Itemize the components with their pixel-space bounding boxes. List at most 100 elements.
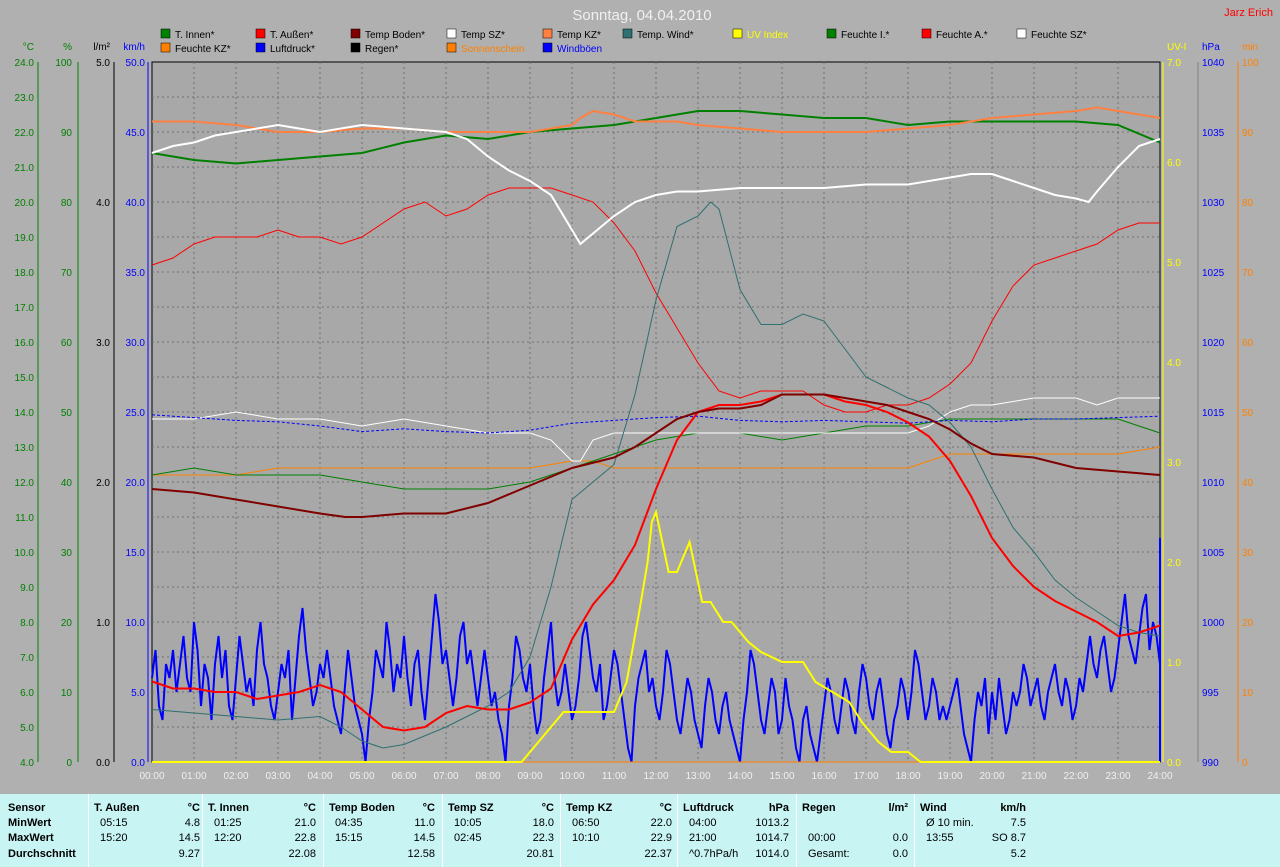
rain-tick-label: 5.0	[96, 58, 110, 69]
legend-label: Temp KZ*	[557, 30, 601, 41]
footer-separator	[914, 794, 915, 867]
footer-row-label: Sensor	[8, 802, 46, 814]
percent-tick-label: 0	[66, 758, 72, 769]
x-tick-label: 15:00	[769, 771, 794, 782]
x-tick-label: 12:00	[643, 771, 668, 782]
celsius-tick-label: 4.0	[20, 758, 34, 769]
footer-col-unit: l/m²	[888, 802, 908, 814]
percent-tick-label: 40	[61, 478, 73, 489]
wind-tick-label: 20.0	[126, 478, 146, 489]
celsius-tick-label: 16.0	[15, 338, 35, 349]
footer-col-unit: °C	[187, 802, 200, 814]
celsius-unit-label: °C	[23, 42, 34, 53]
legend-label: Temp Boden*	[365, 30, 425, 41]
x-tick-label: 16:00	[811, 771, 836, 782]
footer-row-label: MaxWert	[8, 832, 54, 844]
celsius-tick-label: 14.0	[15, 408, 35, 419]
pressure-tick-label: 1020	[1202, 338, 1225, 349]
footer-cell-time: 15:15	[335, 832, 363, 844]
uv-tick-label: 2.0	[1167, 558, 1181, 569]
x-tick-label: 11:00	[602, 771, 627, 782]
footer-separator	[677, 794, 678, 867]
footer-cell-value: 21.0	[294, 817, 316, 829]
x-tick-label: 19:00	[937, 771, 962, 782]
pressure-tick-label: 1005	[1202, 548, 1225, 559]
wind-tick-label: 50.0	[126, 58, 146, 69]
minutes-tick-label: 60	[1242, 338, 1254, 349]
x-tick-label: 24:00	[1147, 771, 1172, 782]
wind-tick-label: 40.0	[126, 198, 146, 209]
weather-chart: 24.0 23.0 22.0 21.0 20.0 19.0 18.0 17.0 16.0 15.0…	[14, 7, 1273, 782]
rain-tick-label: 1.0	[96, 618, 110, 629]
footer-cell-time: 05:15	[100, 817, 128, 829]
footer-cell-time: 12:20	[214, 832, 242, 844]
legend-label: Regen*	[365, 44, 398, 55]
wind-tick-label: 35.0	[126, 268, 146, 279]
rain-tick-label: 0.0	[96, 758, 110, 769]
series-t-au-en	[151, 393, 1161, 732]
series-feuchte-kz	[152, 446, 1161, 476]
pressure-tick-label: 1035	[1202, 128, 1225, 139]
celsius-tick-label: 8.0	[20, 618, 34, 629]
celsius-tick-label: 13.0	[15, 443, 35, 454]
percent-tick-label: 60	[61, 338, 73, 349]
rain-tick-label: 4.0	[96, 198, 110, 209]
footer-cell-value: 22.8	[294, 832, 316, 844]
footer-cell-time: 06:50	[572, 817, 600, 829]
minutes-tick-label: 40	[1242, 478, 1254, 489]
percent-tick-label: 20	[61, 618, 73, 629]
percent-tick-label: 50	[61, 408, 73, 419]
pressure-tick-label: 1010	[1202, 478, 1225, 489]
x-tick-label: 20:00	[979, 771, 1004, 782]
pressure-tick-label: 990	[1202, 758, 1219, 769]
legend-swatch	[446, 28, 457, 39]
celsius-tick-label: 19.0	[15, 233, 35, 244]
footer-col-unit: hPa	[768, 802, 789, 814]
minutes-tick-label: 20	[1242, 618, 1254, 629]
wind-tick-label: 0.0	[131, 758, 145, 769]
footer-cell-value: 22.37	[644, 848, 672, 860]
legend-label: Temp. Wind*	[637, 30, 694, 41]
pressure-tick-label: 995	[1202, 688, 1219, 699]
celsius-tick-label: 22.0	[15, 128, 35, 139]
footer-col-unit: °C	[659, 802, 672, 814]
legend-label: T. Außen*	[270, 30, 313, 41]
footer-cell-value: 0.0	[892, 832, 908, 844]
footer-cell-value: 1013.2	[755, 817, 789, 829]
legend-swatch	[826, 28, 837, 39]
x-tick-label: 09:00	[517, 771, 542, 782]
legend-swatch	[160, 28, 171, 39]
celsius-tick-label: 20.0	[15, 198, 35, 209]
footer-cell-time: 15:20	[100, 832, 128, 844]
wind-tick-label: 15.0	[126, 548, 146, 559]
footer-cell-value: 22.3	[532, 832, 554, 844]
percent-tick-label: 90	[61, 128, 73, 139]
x-tick-label: 07:00	[433, 771, 458, 782]
celsius-tick-label: 9.0	[20, 583, 34, 594]
celsius-tick-label: 21.0	[15, 163, 35, 174]
celsius-tick-label: 23.0	[15, 93, 35, 104]
footer-cell-value: 12.58	[407, 848, 435, 860]
footer-cell-value: 11.0	[414, 817, 435, 829]
series-temp-kz	[152, 106, 1161, 133]
minutes-tick-label: 30	[1242, 548, 1254, 559]
series-layer	[151, 106, 1161, 763]
series-temp-sz	[151, 123, 1161, 246]
legend-swatch	[350, 42, 361, 53]
x-tick-label: 13:00	[685, 771, 710, 782]
x-tick-label: 08:00	[475, 771, 500, 782]
footer-col-name: T. Innen	[208, 802, 249, 814]
footer-cell-time: 10:10	[572, 832, 600, 844]
footer-col-unit: km/h	[1000, 802, 1026, 814]
footer-col-unit: °C	[422, 802, 435, 814]
footer-separator	[202, 794, 203, 867]
footer-cell-time: 04:35	[335, 817, 363, 829]
pressure-tick-label: 1030	[1202, 198, 1225, 209]
legend-swatch	[1016, 28, 1027, 39]
minutes-tick-label: 70	[1242, 268, 1254, 279]
legend-label: Temp SZ*	[461, 30, 505, 41]
uv-tick-label: 7.0	[1167, 58, 1181, 69]
series-uv-index	[152, 508, 1160, 763]
celsius-tick-label: 10.0	[15, 548, 35, 559]
footer-col-name: Temp Boden	[329, 802, 395, 814]
